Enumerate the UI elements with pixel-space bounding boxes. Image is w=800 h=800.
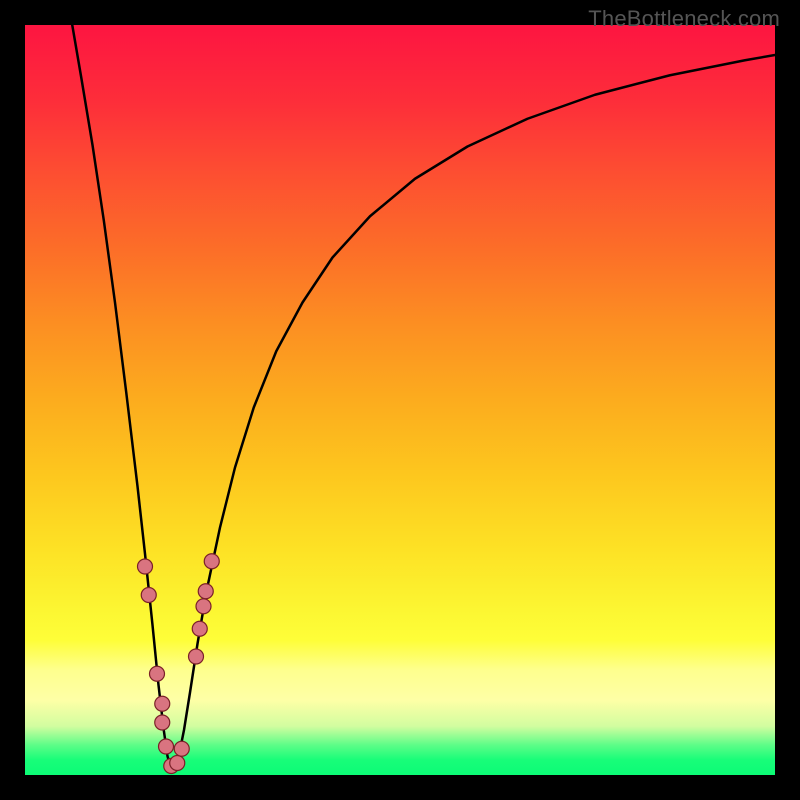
attribution-text: TheBottleneck.com <box>588 6 780 32</box>
data-marker <box>141 588 156 603</box>
data-marker <box>155 696 170 711</box>
data-marker <box>198 584 213 599</box>
bottleneck-curve <box>72 25 775 769</box>
data-marker <box>138 559 153 574</box>
data-marker <box>174 741 189 756</box>
data-marker <box>196 599 211 614</box>
curve-layer <box>25 25 775 775</box>
chart-frame: TheBottleneck.com <box>0 0 800 800</box>
data-marker <box>170 756 185 771</box>
data-marker <box>159 739 174 754</box>
data-marker <box>150 666 165 681</box>
data-marker <box>192 621 207 636</box>
data-marker <box>204 554 219 569</box>
data-marker <box>155 715 170 730</box>
data-markers <box>138 554 220 774</box>
plot-area <box>25 25 775 775</box>
data-marker <box>189 649 204 664</box>
